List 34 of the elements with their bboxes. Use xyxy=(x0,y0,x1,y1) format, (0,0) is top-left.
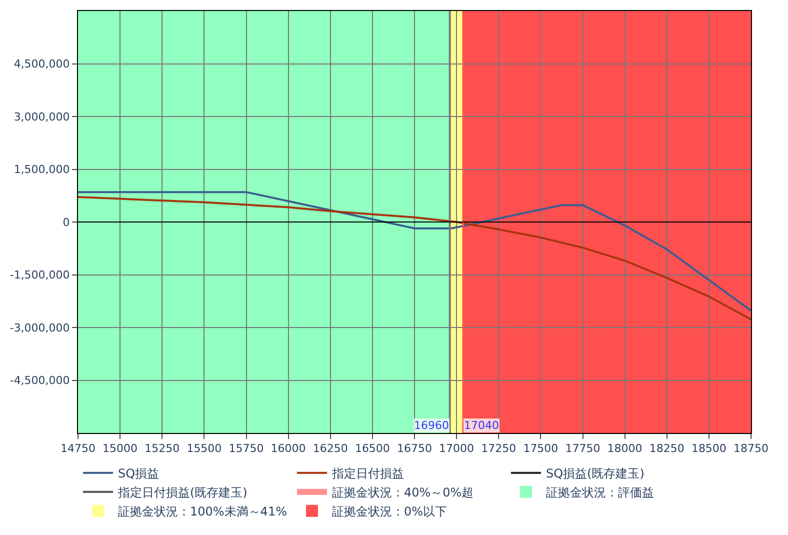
x-tick-label: 18750 xyxy=(734,442,768,456)
x-tick-label: 17250 xyxy=(481,442,516,456)
legend-label: 証拠金状況：0%以下 xyxy=(332,504,448,518)
y-tick-label: 0 xyxy=(62,216,70,229)
x-tick-label: 17500 xyxy=(523,442,558,456)
legend-label: SQ損益 xyxy=(118,466,160,480)
ref-line-label: 17040 xyxy=(464,419,499,432)
legend-label: 指定日付損益 xyxy=(330,466,404,480)
x-tick-label: 14750 xyxy=(60,442,96,456)
x-tick-label: 16500 xyxy=(354,442,390,456)
legend-label: 証拠金状況：40%～0%超 xyxy=(332,486,474,500)
x-tick-label: 17750 xyxy=(565,442,600,456)
x-tick-label: 15250 xyxy=(144,442,180,456)
y-tick-label: -3,000,000 xyxy=(10,321,70,334)
x-tick-label: 16750 xyxy=(397,442,432,456)
legend-label: 指定日付損益(既存建玉) xyxy=(117,486,248,500)
y-tick-label: 1,500,000 xyxy=(14,163,70,176)
y-tick-label: -4,500,000 xyxy=(10,374,70,388)
ref-line-label: 16960 xyxy=(414,419,449,432)
x-tick-label: 15500 xyxy=(186,442,222,456)
x-tick-label: 16250 xyxy=(312,442,348,456)
x-tick-label: 17000 xyxy=(439,442,474,456)
x-tick-label: 18000 xyxy=(607,442,642,456)
x-tick-label: 18250 xyxy=(649,442,684,456)
x-tick-label: 15000 xyxy=(102,442,138,456)
legend-label: 証拠金状況：100%未満～41% xyxy=(118,504,287,518)
x-tick-label: 16000 xyxy=(270,442,306,456)
x-tick-label: 18500 xyxy=(691,442,726,456)
legend-label: 証拠金状況：評価益 xyxy=(546,486,654,500)
y-tick-label: -1,500,000 xyxy=(10,268,70,282)
y-tick-label: 3,000,000 xyxy=(14,110,70,124)
y-tick-label: 4,500,000 xyxy=(14,58,70,71)
legend-label: SQ損益(既存建玉) xyxy=(546,466,644,480)
x-tick-label: 15750 xyxy=(228,442,264,456)
